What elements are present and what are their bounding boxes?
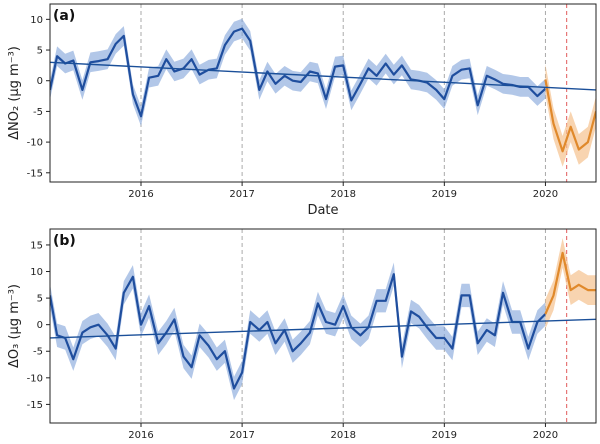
x-tick-label: 2019 xyxy=(432,189,457,200)
x-tick-label: 2020 xyxy=(533,430,558,441)
panel-a: -15 -10 -5 0 5 10 2016 2017 2018 2019 2020 Date ΔNO₂… xyxy=(7,3,597,218)
y-tick-label: -5 xyxy=(33,107,43,118)
y-axis-title: ΔO₃ (μg m⁻³) xyxy=(7,284,22,368)
x-tick-label: 2018 xyxy=(330,430,355,441)
panel-label: (b) xyxy=(53,233,76,249)
trend-line xyxy=(50,61,596,91)
x-tick-label: 2018 xyxy=(330,189,355,200)
y-tick-label: -5 xyxy=(33,347,43,358)
y-tick-label: 5 xyxy=(37,294,43,305)
confidence-band xyxy=(50,262,546,401)
panel-b: -15-10-505101520162017201820192020DateΔO… xyxy=(7,228,597,441)
confidence-band xyxy=(50,18,546,127)
x-tick-label: 2020 xyxy=(533,189,558,200)
x-tick-label: 2016 xyxy=(128,189,153,200)
y-tick-label: -15 xyxy=(27,400,43,411)
x-tick-label: 2019 xyxy=(432,430,457,441)
plot-area xyxy=(50,229,596,423)
series-line xyxy=(50,273,547,390)
panel-label: (a) xyxy=(53,8,75,24)
x-tick-label: 2017 xyxy=(229,430,254,441)
y-tick-label: 0 xyxy=(37,76,43,87)
y-tick-label: 5 xyxy=(37,46,43,57)
trend-line xyxy=(50,318,596,339)
y-tick-label: 10 xyxy=(30,267,43,278)
x-tick-label: 2016 xyxy=(128,430,153,441)
series-line xyxy=(50,27,547,118)
x-tick-label: 2017 xyxy=(229,189,254,200)
forecast-confidence-band xyxy=(545,238,596,329)
forecast-series-line xyxy=(544,79,596,153)
forecast-series-line xyxy=(544,251,596,315)
axes-frame xyxy=(49,3,597,183)
axes-frame xyxy=(49,228,597,424)
y-tick-label: -15 xyxy=(27,168,43,179)
plot-area xyxy=(50,4,596,182)
forecast-confidence-band xyxy=(545,64,596,167)
y-tick-label: -10 xyxy=(27,138,43,149)
y-tick-label: 0 xyxy=(37,320,43,331)
y-tick-label: 10 xyxy=(30,15,43,26)
y-tick-label: -10 xyxy=(27,373,43,384)
y-tick-label: 15 xyxy=(30,240,43,251)
y-axis-title: ΔNO₂ (μg m⁻³) xyxy=(7,46,22,140)
x-axis-title: Date xyxy=(307,203,338,218)
